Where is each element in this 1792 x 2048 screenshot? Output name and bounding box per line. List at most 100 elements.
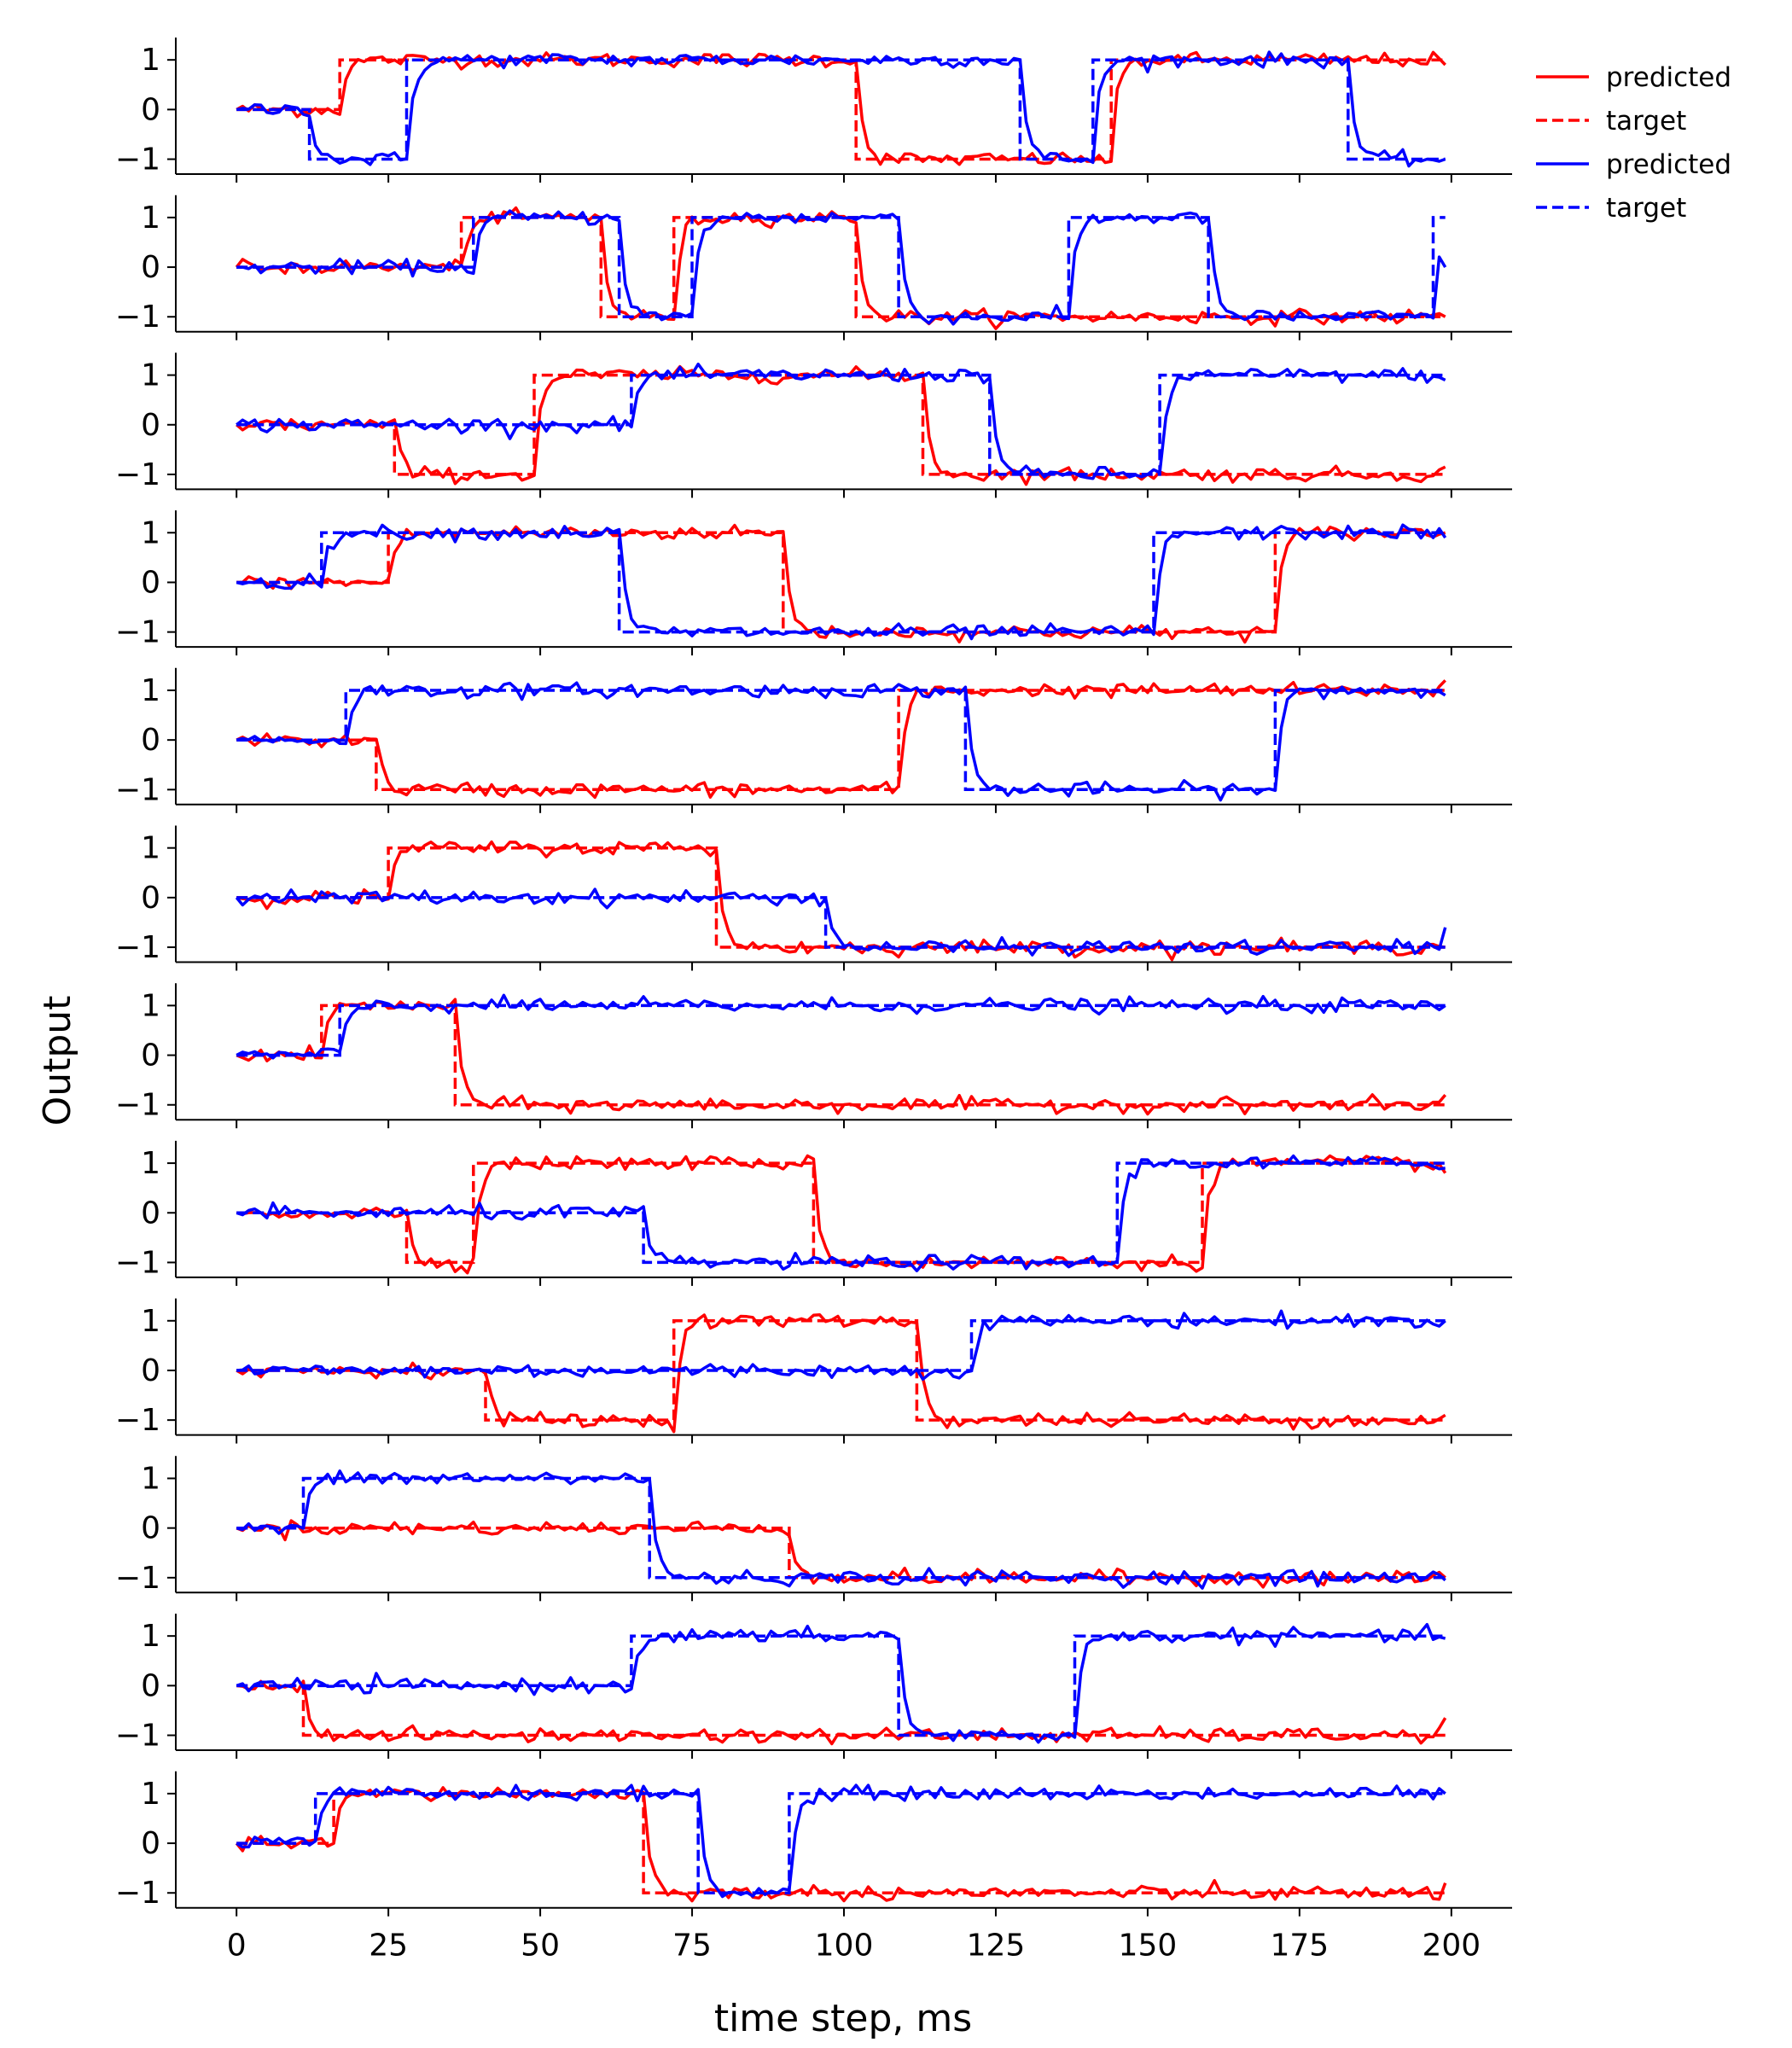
y-tick-label: 0 [141, 1668, 160, 1703]
y-tick-label: 0 [141, 1039, 160, 1073]
x-tick-label: 0 [227, 1929, 247, 1964]
y-tick-label: 1 [141, 201, 160, 236]
subplot-5: −1 0 1 [115, 667, 1512, 813]
y-tick-label: −1 [115, 1403, 160, 1438]
red-predicted-line [236, 1679, 1447, 1746]
y-tick-label: 1 [141, 1461, 160, 1496]
y-tick-label: −1 [115, 1245, 160, 1280]
x-tick-label: 125 [967, 1929, 1026, 1964]
blue-target-line [236, 531, 1446, 634]
blue-predicted-line [236, 1154, 1446, 1272]
x-tick-label: 100 [815, 1929, 874, 1964]
subplot-1: −1 0 1 [115, 38, 1512, 183]
y-tick-label: 1 [141, 358, 160, 393]
blue-target-line [236, 689, 1446, 792]
y-tick-label: 0 [141, 1196, 160, 1231]
y-tick-label: 0 [141, 250, 160, 285]
y-tick-label: 0 [141, 1826, 160, 1861]
y-tick-label: 0 [141, 881, 160, 916]
red-predicted-line [236, 1154, 1447, 1275]
subplot-12: −1 0 1 [115, 1771, 1512, 1917]
y-tick-label: 0 [141, 92, 160, 127]
blue-predicted-line [236, 1783, 1446, 1899]
x-tick-label: 25 [369, 1929, 408, 1964]
red-target-line [236, 1526, 1446, 1580]
red-predicted-line [236, 998, 1447, 1116]
red-target-line [236, 58, 1446, 161]
blue-predicted-line [236, 50, 1446, 168]
subplot-10: −1 0 1 [115, 1456, 1512, 1602]
legend-label: target [1606, 193, 1686, 224]
y-tick-label: −1 [115, 1561, 160, 1596]
subplot-4: −1 0 1 [115, 510, 1512, 656]
y-tick-label: 0 [141, 565, 160, 600]
x-tick-label: 200 [1422, 1929, 1481, 1964]
red-target-line [236, 216, 1446, 318]
subplot-3: −1 0 1 [115, 352, 1512, 498]
subplot-9: −1 0 1 [115, 1298, 1512, 1444]
red-predicted-line [236, 50, 1446, 166]
red-predicted-line [236, 679, 1446, 800]
blue-predicted-line [236, 681, 1446, 802]
y-tick-label: −1 [115, 1088, 160, 1123]
y-tick-label: −1 [115, 143, 160, 177]
red-predicted-line [236, 523, 1446, 644]
legend: predicted target predicted target [1536, 62, 1731, 224]
y-tick-label: −1 [115, 615, 160, 650]
red-target-line [236, 689, 1446, 792]
y-tick-label: 1 [141, 1777, 160, 1812]
blue-predicted-line [236, 1309, 1446, 1382]
blue-predicted-line [235, 887, 1447, 957]
y-tick-label: −1 [115, 1719, 160, 1754]
y-tick-label: 1 [141, 831, 160, 866]
x-tick-label: 50 [521, 1929, 560, 1964]
y-tick-label: 0 [141, 1353, 160, 1388]
y-tick-label: 0 [141, 723, 160, 758]
x-tick-label: 75 [672, 1929, 712, 1964]
blue-predicted-line [236, 209, 1447, 326]
y-tick-label: 1 [141, 43, 160, 78]
blue-predicted-line [236, 993, 1446, 1060]
subplot-2: −1 0 1 [115, 195, 1512, 340]
x-tick-label: 150 [1119, 1929, 1178, 1964]
blue-predicted-line [236, 1622, 1446, 1744]
subplot-8: −1 0 1 [115, 1140, 1512, 1286]
y-tick-label: −1 [115, 457, 160, 492]
panels-group: −1 0 1 −1 0 1 −1 0 1 −1 0 1 −1 0 1 −1 0 1 −1 0 1 −1 0 1 −1 0 1 −1 0 1… [115, 38, 1512, 1917]
blue-target-line [236, 1792, 1446, 1894]
legend-label: predicted [1606, 149, 1731, 180]
legend-label: target [1606, 106, 1686, 137]
y-tick-label: 1 [141, 1619, 160, 1654]
y-tick-label: −1 [115, 1876, 160, 1911]
y-tick-label: 1 [141, 1146, 160, 1181]
blue-target-line [236, 373, 1446, 476]
subplot-6: −1 0 1 [115, 825, 1512, 971]
blue-target-line [236, 1319, 1446, 1372]
y-tick-label: 1 [141, 988, 160, 1023]
x-tick-label: 175 [1271, 1929, 1329, 1964]
x-axis: 0 25 50 75 100 125 150 175 200 [227, 1929, 1481, 1964]
red-target-line [236, 1792, 1446, 1894]
blue-target-line [236, 216, 1446, 318]
y-axis-title: Output [36, 996, 79, 1126]
blue-target-line [236, 1004, 1446, 1057]
red-predicted-line [235, 1786, 1447, 1903]
y-tick-label: 1 [141, 1304, 160, 1339]
y-tick-label: −1 [115, 772, 160, 807]
blue-target-line [236, 58, 1446, 161]
red-target-line [236, 1004, 1446, 1107]
blue-predicted-line [236, 362, 1446, 480]
red-predicted-line [236, 1312, 1446, 1434]
subplot-11: −1 0 1 [115, 1614, 1512, 1759]
blue-target-line [236, 1476, 1446, 1580]
subplot-7: −1 0 1 [115, 983, 1512, 1129]
y-tick-label: 0 [141, 408, 160, 443]
red-target-line [236, 1684, 1446, 1737]
y-tick-label: −1 [115, 300, 160, 335]
y-tick-label: 1 [141, 673, 160, 708]
y-tick-label: 1 [141, 515, 160, 550]
x-axis-title: time step, ms [714, 1997, 972, 2040]
y-tick-label: 0 [141, 1511, 160, 1546]
